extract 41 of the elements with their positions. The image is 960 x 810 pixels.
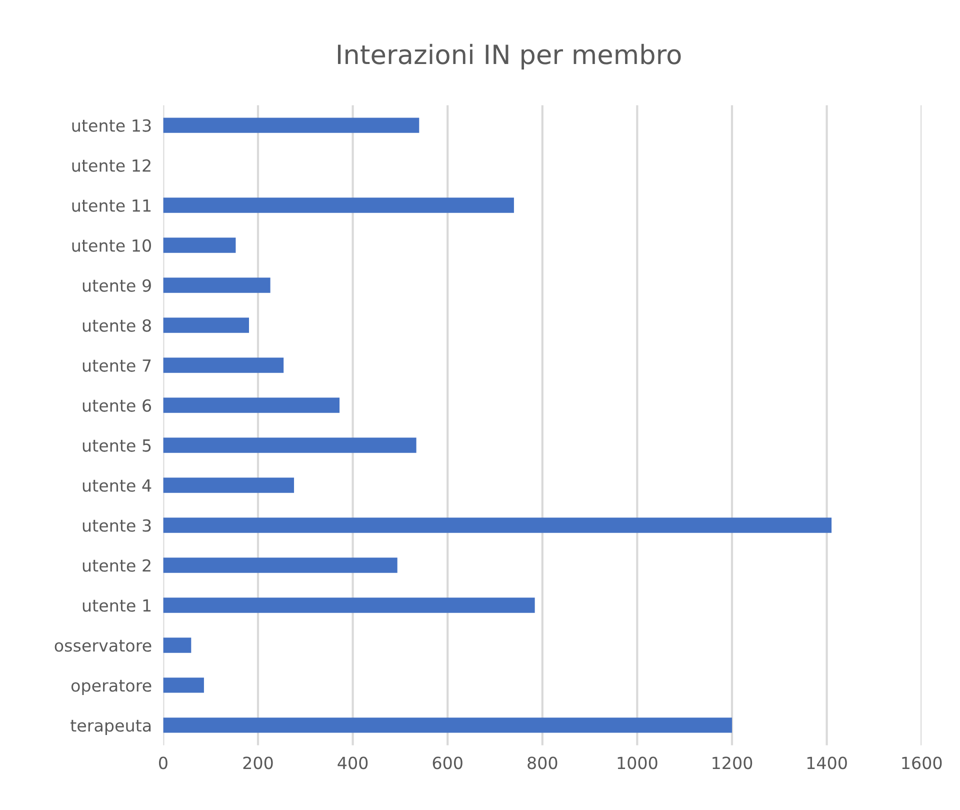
x-tick-label: 1600 [902, 756, 942, 770]
bar [163, 358, 284, 373]
y-tick-label: operatore [71, 680, 152, 696]
y-tick-label: utente 3 [82, 519, 151, 532]
bar [163, 278, 270, 293]
y-tick-label: utente 4 [82, 479, 152, 492]
bar [163, 238, 236, 253]
x-tick-label: 1200 [712, 756, 752, 770]
y-tick-label: utente 13 [72, 119, 151, 132]
y-tick-label: utente 2 [82, 559, 150, 572]
bar [163, 598, 535, 613]
bar [163, 398, 340, 413]
bar [163, 518, 832, 533]
x-tick-label: 1400 [807, 756, 847, 770]
bar [163, 478, 294, 493]
y-tick-label: utente 12 [72, 159, 150, 172]
x-tick-label: 400 [338, 756, 368, 770]
y-tick-label: utente 9 [82, 279, 151, 292]
bar [163, 638, 192, 653]
y-tick-label: utente 10 [72, 239, 151, 252]
y-tick-label: utente 8 [82, 319, 151, 332]
y-tick-label: utente 5 [82, 439, 151, 452]
x-tick-label: 800 [528, 756, 558, 770]
bar [163, 678, 204, 693]
y-tick-label: utente 11 [72, 199, 151, 212]
chart-title: Interazioni IN per membro [338, 44, 681, 70]
y-tick-label: utente 7 [82, 359, 151, 372]
bar [163, 558, 398, 573]
bar [163, 718, 732, 733]
y-tick-label: utente 6 [82, 399, 152, 412]
bar [163, 318, 249, 333]
x-tick-label: 0 [158, 756, 168, 770]
bar [163, 118, 420, 133]
y-tick-label: terapeuta [70, 720, 151, 735]
y-tick-label: utente 1 [82, 599, 151, 612]
bar [163, 438, 416, 453]
y-tick-label: osservatore [54, 640, 152, 652]
x-tick-label: 1000 [618, 756, 658, 770]
bar [163, 198, 514, 213]
x-tick-label: 600 [432, 756, 462, 770]
x-tick-label: 200 [243, 756, 273, 770]
